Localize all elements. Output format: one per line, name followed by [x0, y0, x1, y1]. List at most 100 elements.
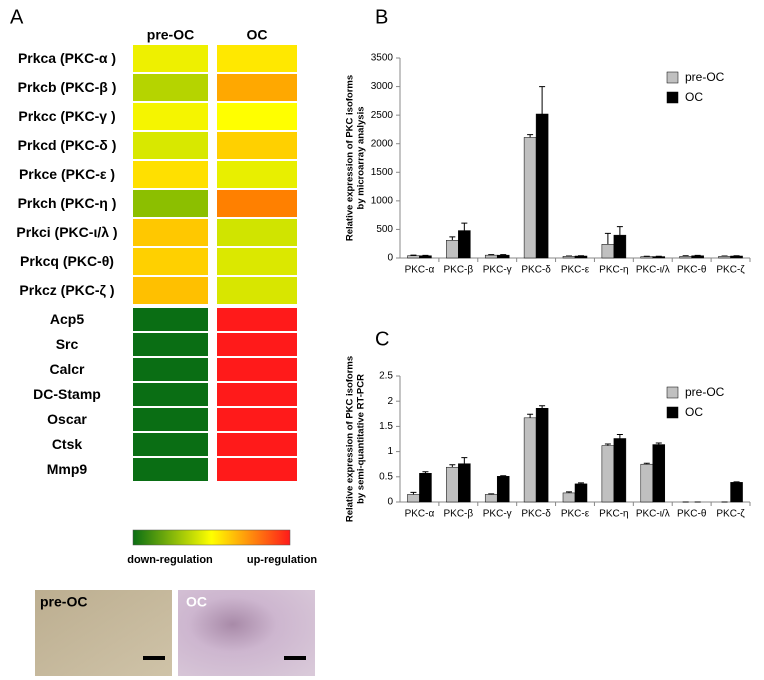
error-bar — [461, 222, 468, 231]
error-bar — [410, 491, 417, 495]
bar — [535, 113, 549, 259]
panel-label: A — [10, 6, 24, 28]
heatmap-cell — [217, 248, 297, 275]
column-header: pre-OC — [147, 27, 194, 43]
colorbar-label: up-regulation — [247, 554, 318, 566]
legend-swatch — [666, 406, 679, 419]
heatmap-cell — [133, 383, 208, 406]
heatmap-cell — [217, 277, 297, 304]
bar — [718, 256, 731, 259]
y-axis-label: by microarray analysis — [356, 107, 367, 210]
column-header: OC — [247, 27, 268, 43]
y-tick-label: 1500 — [371, 167, 394, 178]
row-label: Prkch (PKC-η ) — [18, 195, 117, 211]
scale-bar — [143, 656, 165, 660]
bar — [652, 256, 666, 259]
bar — [458, 463, 471, 503]
row-label: Oscar — [47, 411, 87, 427]
error-bar — [527, 134, 534, 138]
heatmap-cell — [217, 161, 297, 188]
error-bar — [488, 493, 495, 495]
x-tick-label: PKC-γ — [483, 265, 512, 276]
x-tick-label: PKC-γ — [483, 509, 512, 520]
legend-label: OC — [685, 90, 703, 104]
bar — [601, 244, 615, 259]
x-tick-label: PKC-η — [599, 509, 628, 520]
x-tick-label: PKC-ε — [561, 265, 590, 276]
bar — [407, 494, 420, 503]
x-tick-label: PKC-ι/λ — [636, 509, 670, 520]
heatmap-cell — [133, 161, 208, 188]
x-tick-label: PKC-ε — [561, 509, 590, 520]
row-label: Src — [56, 336, 79, 352]
error-bar — [539, 86, 546, 114]
error-bar — [461, 457, 468, 464]
heatmap-cell — [133, 132, 208, 159]
bar — [446, 466, 459, 503]
error-bar — [643, 462, 650, 465]
micrograph — [178, 590, 315, 676]
heatmap-cell — [217, 433, 297, 456]
row-label: Prkce (PKC-ε ) — [19, 166, 115, 182]
row-label: Prkcb (PKC-β ) — [18, 79, 117, 95]
bar — [419, 255, 432, 259]
bar — [496, 254, 510, 259]
error-bar — [500, 475, 507, 477]
legend-swatch — [666, 91, 679, 104]
heatmap-cell — [133, 458, 208, 481]
heatmap-cell — [133, 433, 208, 456]
error-bar — [527, 413, 534, 418]
heatmap-cell — [133, 190, 208, 217]
heatmap-cell — [217, 190, 297, 217]
error-bar — [604, 443, 611, 446]
y-tick-label: 3000 — [371, 81, 394, 92]
bar — [601, 445, 615, 503]
row-label: Prkcc (PKC-γ ) — [18, 108, 115, 124]
heatmap-cell — [133, 358, 208, 381]
y-tick-label: 2000 — [371, 138, 394, 149]
row-label: Acp5 — [50, 311, 84, 327]
bar — [484, 254, 498, 259]
x-tick-label: PKC-θ — [677, 509, 707, 520]
bar — [691, 255, 704, 259]
legend-label: OC — [685, 405, 703, 419]
x-tick-label: PKC-β — [444, 509, 474, 520]
error-bar — [578, 482, 584, 484]
error-bar — [449, 236, 456, 241]
x-tick-label: PKC-ζ — [716, 509, 745, 520]
error-bar — [616, 226, 623, 236]
error-bar — [449, 464, 456, 468]
panel-label: C — [375, 328, 389, 350]
error-bar — [422, 471, 429, 474]
row-label: Prkcz (PKC-ζ ) — [19, 282, 114, 298]
y-tick-label: 2 — [387, 396, 393, 407]
error-bar — [488, 254, 495, 256]
bar — [613, 438, 627, 503]
x-tick-label: PKC-δ — [521, 509, 551, 520]
y-tick-label: 3500 — [371, 53, 394, 64]
bar — [523, 417, 537, 503]
y-axis-label: by semi-quantitative RT-PCR — [356, 374, 367, 504]
heatmap-cell — [217, 383, 297, 406]
row-label: Prkci (PKC-ι/λ ) — [16, 224, 117, 240]
micrograph — [35, 590, 172, 676]
row-label: Ctsk — [52, 436, 83, 452]
y-tick-label: 2.5 — [379, 371, 393, 382]
row-label: Calcr — [49, 361, 85, 377]
legend-swatch — [666, 71, 679, 84]
heatmap-cell — [217, 358, 297, 381]
x-tick-label: PKC-β — [444, 265, 474, 276]
bar — [613, 234, 627, 259]
bar — [652, 444, 666, 503]
bar — [496, 476, 510, 503]
heatmap-cell — [133, 74, 208, 101]
bar — [523, 137, 537, 259]
bar — [574, 255, 588, 259]
y-tick-label: 2500 — [371, 110, 394, 121]
heatmap-cell — [217, 333, 297, 356]
row-label: DC-Stamp — [33, 386, 101, 402]
bar — [562, 256, 576, 259]
y-axis-label: Relative expression of PKC isoforms — [345, 75, 356, 241]
bar — [484, 494, 498, 503]
heatmap-cell — [133, 333, 208, 356]
